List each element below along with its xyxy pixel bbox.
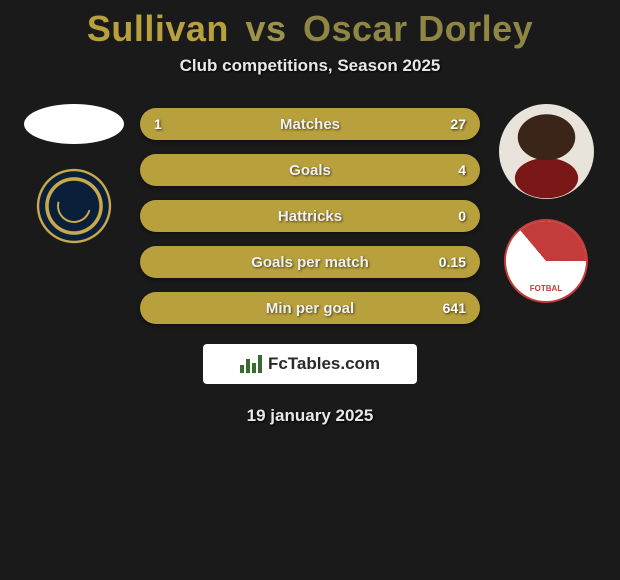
star-icon: ★: [540, 239, 553, 256]
player2-name: Oscar Dorley: [303, 8, 533, 49]
stat-right-value: 0: [458, 208, 466, 224]
stat-right-value: 27: [450, 116, 466, 132]
player2-club-logo: ★: [504, 219, 588, 303]
stat-right-value: 641: [443, 300, 466, 316]
player1-club-logo: [32, 164, 116, 248]
player2-side: ★: [496, 104, 596, 324]
player2-avatar: [499, 104, 594, 199]
stat-right-value: 0.15: [439, 254, 466, 270]
stat-bar: Hattricks 0: [140, 200, 480, 232]
stat-label: Goals per match: [251, 254, 369, 271]
player1-name: Sullivan: [87, 8, 229, 49]
stat-right-value: 4: [458, 162, 466, 178]
stat-label: Hattricks: [278, 208, 342, 225]
branding-badge: FcTables.com: [203, 344, 417, 384]
stat-bars: 1 Matches 27 Goals 4 Hattricks 0 Goals p…: [140, 104, 480, 324]
stat-left-value: 1: [154, 116, 162, 132]
stat-bar: 1 Matches 27: [140, 108, 480, 140]
comparison-content: 1 Matches 27 Goals 4 Hattricks 0 Goals p…: [0, 104, 620, 324]
stat-bar: Goals 4: [140, 154, 480, 186]
stat-label: Goals: [289, 162, 331, 179]
stat-bar: Goals per match 0.15: [140, 246, 480, 278]
date-text: 19 january 2025: [0, 406, 620, 426]
vs-text: vs: [245, 8, 286, 49]
stat-label: Min per goal: [266, 300, 354, 317]
subtitle: Club competitions, Season 2025: [0, 56, 620, 76]
player1-avatar: [24, 104, 124, 144]
stat-bar: Min per goal 641: [140, 292, 480, 324]
stat-label: Matches: [280, 116, 340, 133]
page-title: Sullivan vs Oscar Dorley: [0, 0, 620, 50]
player1-side: [24, 104, 124, 324]
chart-icon: [240, 355, 262, 373]
branding-text: FcTables.com: [268, 354, 380, 374]
